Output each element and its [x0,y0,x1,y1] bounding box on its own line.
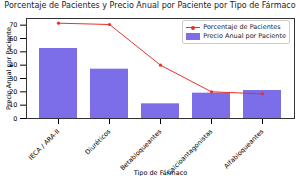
html-text:Porcentaje de Pacientes: Porcentaje de Pacientes [203,23,281,31]
svg-text:30: 30 [9,74,18,83]
svg-text:60: 60 [9,34,18,43]
html-text:Porcentaje de Pacientes y Prec: Porcentaje de Pacientes y Precio Anual p… [4,1,296,10]
svg-text:10: 10 [9,101,18,110]
svg-text:20: 20 [9,87,18,96]
svg-text:Betabloqueantes: Betabloqueantes [119,127,164,172]
svg-text:50: 50 [9,47,18,56]
svg-text:Precio Anual por Paciente: Precio Anual por Paciente [5,27,13,110]
svg-text:70: 70 [9,21,18,30]
svg-text:Diuréticos: Diuréticos [84,127,113,156]
html-text:Precio Anual por Paciente: Precio Anual por Paciente [203,32,286,40]
svg-text:40: 40 [9,61,18,70]
svg-text:0: 0 [13,115,17,123]
svg-text:Alfabloqueantes: Alfabloqueantes [222,127,265,170]
svg-text:Tipo de Fármaco: Tipo de Fármaco [133,169,188,176]
svg-text:IECA / ARA-II: IECA / ARA-II [27,127,61,161]
